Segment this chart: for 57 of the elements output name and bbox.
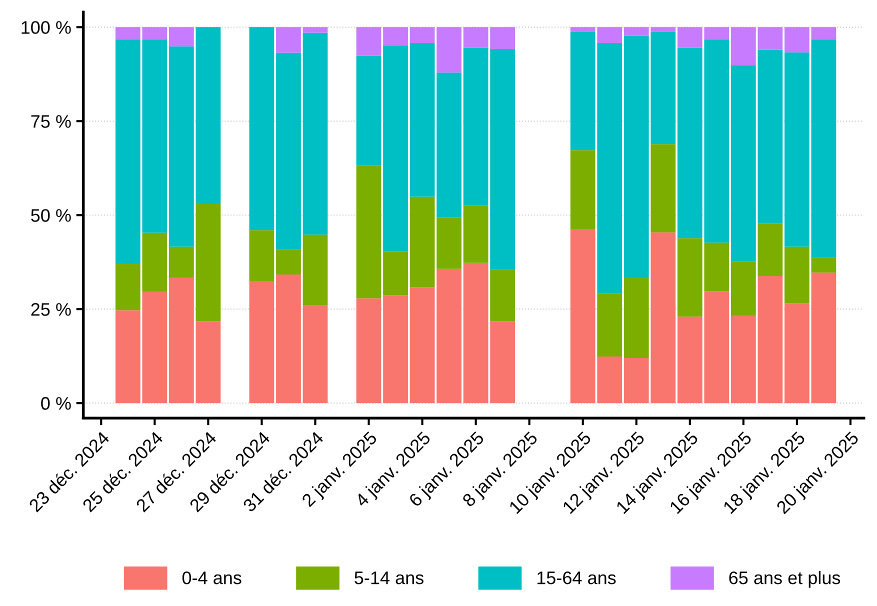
y-tick-label: 100 % <box>22 21 71 34</box>
bar <box>168 278 194 404</box>
legend-label: 15-64 ans <box>537 571 616 584</box>
bar <box>436 218 462 269</box>
legend-label: 5-14 ans <box>354 572 424 584</box>
bar <box>302 27 328 33</box>
bar <box>276 27 301 53</box>
bar <box>784 246 810 304</box>
bar <box>356 298 382 404</box>
bar <box>356 165 382 298</box>
bar <box>811 272 836 404</box>
bar <box>196 203 221 322</box>
bar <box>410 287 435 404</box>
bar <box>168 246 194 278</box>
bar <box>811 27 836 40</box>
bar <box>276 52 301 250</box>
bar <box>410 196 435 288</box>
bar <box>302 305 328 404</box>
bar <box>410 42 435 197</box>
legend-label: 65 ans et plus <box>729 570 840 588</box>
bar <box>784 27 810 52</box>
bar <box>383 45 408 252</box>
bar <box>168 27 194 46</box>
bar <box>624 278 649 358</box>
bar <box>356 27 382 56</box>
bar <box>436 72 462 218</box>
bar <box>276 249 301 275</box>
bar <box>249 282 274 404</box>
bar <box>168 46 194 247</box>
bar <box>597 293 622 356</box>
bar <box>302 32 328 235</box>
bar <box>410 27 435 43</box>
y-tick-label: 50 % <box>31 209 71 222</box>
bar <box>276 274 301 404</box>
bar <box>383 295 408 404</box>
bar <box>436 27 462 73</box>
bar <box>383 27 408 46</box>
y-tick-label: 75 % <box>31 115 71 128</box>
bar <box>650 144 676 232</box>
bar <box>570 150 596 230</box>
bar <box>490 270 516 322</box>
y-tick-label: 25 % <box>31 303 71 316</box>
legend-label: 0-4 ans <box>182 571 242 584</box>
bar <box>356 56 382 166</box>
bar <box>196 27 221 204</box>
bar <box>811 39 836 258</box>
bar <box>302 234 328 306</box>
bar <box>811 258 836 273</box>
bar <box>383 251 408 296</box>
bar <box>436 268 462 404</box>
bar <box>196 321 221 404</box>
bar <box>784 303 810 404</box>
bar <box>463 205 488 263</box>
bar <box>784 52 810 247</box>
bar <box>249 27 274 230</box>
bar <box>249 230 274 282</box>
y-tick-label: 0 % <box>41 397 71 410</box>
